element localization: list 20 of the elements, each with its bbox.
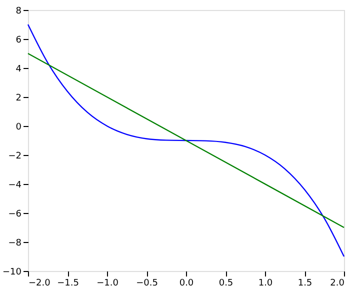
y-tick-label: −2: [8, 152, 22, 162]
x-tick-label: −1.0: [96, 278, 119, 288]
x-tick-label: 1.0: [258, 278, 273, 288]
x-tick-label: −2.0: [28, 278, 51, 288]
y-tick-label: −6: [8, 210, 22, 220]
y-tick-label: −8: [8, 238, 22, 248]
y-tick-label: 8: [16, 6, 22, 16]
y-tick-label: 6: [16, 36, 22, 46]
x-tick-label: 1.5: [298, 278, 312, 288]
y-tick-label: −10: [2, 268, 22, 278]
line-series: [27, 24, 345, 258]
x-tick-label: −0.5: [136, 278, 158, 288]
y-tick-label: −4: [8, 180, 22, 190]
x-tick-label: 0.0: [179, 278, 194, 288]
y-tick-label: 0: [16, 122, 22, 132]
y-tick-label: 2: [16, 94, 22, 104]
x-tick-label: −1.5: [57, 278, 79, 288]
x-tick-label: 0.5: [218, 278, 234, 288]
x-tick-label: 2.0: [330, 278, 345, 288]
y-tick-label: 4: [16, 64, 22, 74]
